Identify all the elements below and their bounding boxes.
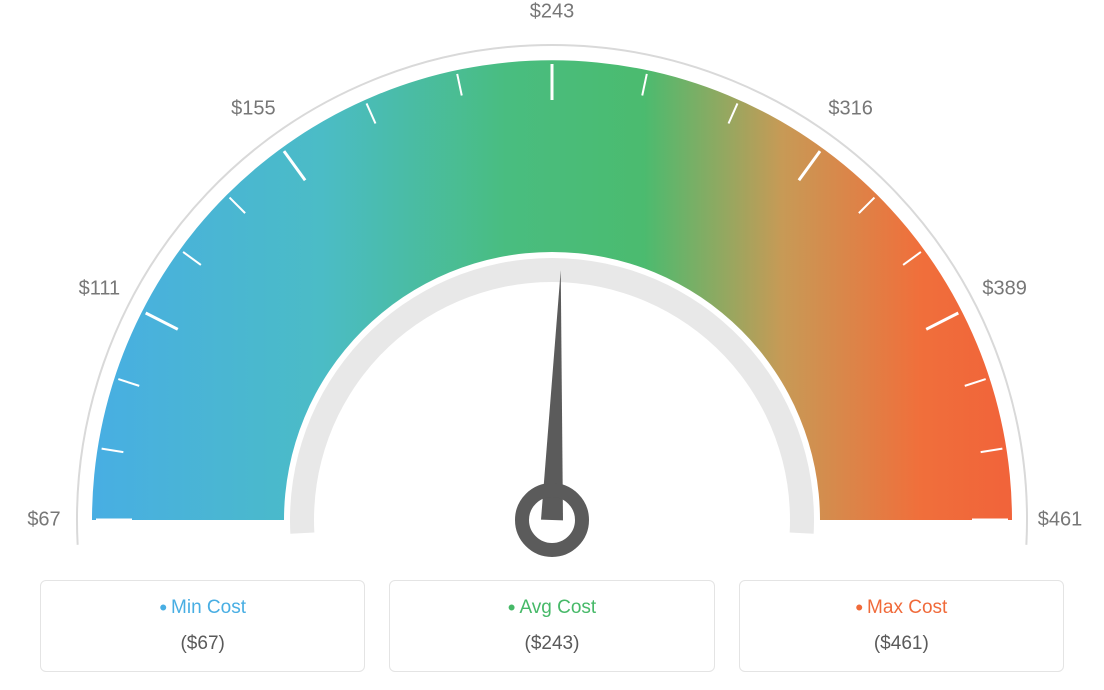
legend-value-max: ($461) [750, 633, 1053, 655]
legend-row: •Min Cost ($67) •Avg Cost ($243) •Max Co… [40, 580, 1064, 672]
legend-title-text: Max Cost [867, 597, 947, 618]
gauge-tick-label: $243 [530, 1, 575, 24]
dot-icon: • [855, 595, 867, 620]
legend-value-avg: ($243) [400, 633, 703, 655]
gauge-tick-label: $155 [231, 98, 276, 121]
dot-icon: • [508, 595, 520, 620]
legend-card-max: •Max Cost ($461) [739, 580, 1064, 672]
legend-title-text: Min Cost [171, 597, 246, 618]
legend-card-min: •Min Cost ($67) [40, 580, 365, 672]
legend-title-avg: •Avg Cost [400, 595, 703, 621]
legend-title-max: •Max Cost [750, 595, 1053, 621]
gauge-tick-label: $316 [828, 98, 873, 121]
gauge-area: $67 $111 $155 $243 $316 $389 $461 [0, 0, 1104, 560]
legend-value-min: ($67) [51, 633, 354, 655]
gauge-tick-label: $111 [79, 278, 121, 301]
dot-icon: • [159, 595, 171, 620]
gauge-tick-label: $67 [27, 509, 60, 532]
gauge-tick-label: $461 [1038, 509, 1083, 532]
gauge-tick-label: $389 [982, 278, 1027, 301]
legend-card-avg: •Avg Cost ($243) [389, 580, 714, 672]
cost-gauge-chart: $67$111$155$243$316$389$461 •Min Cost ($… [0, 0, 1104, 690]
legend-title-text: Avg Cost [519, 597, 596, 618]
gauge-svg [0, 0, 1104, 560]
legend-title-min: •Min Cost [51, 595, 354, 621]
